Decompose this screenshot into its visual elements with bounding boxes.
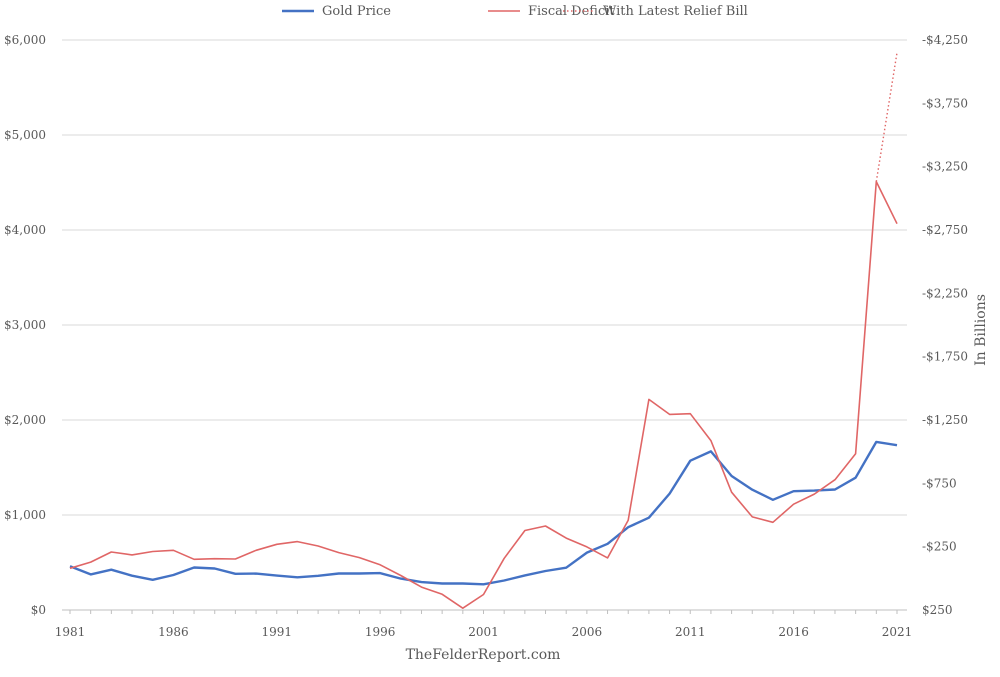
left-y-axis: $0 $1,000 $2,000 $3,000 $4,000 $5,000 $6,000	[4, 33, 46, 617]
source-label: TheFelderReport.com	[406, 647, 561, 663]
x-tick-label: 1981	[55, 625, 86, 639]
left-y-tick-label: $6,000	[4, 33, 46, 47]
x-tick-label: 1991	[261, 625, 292, 639]
right-y-tick-label: $250	[922, 603, 953, 617]
gridlines	[62, 39, 907, 516]
left-y-tick-label: $0	[31, 603, 46, 617]
right-axis-title: In Billions	[973, 294, 989, 366]
right-y-tick-label: -$1,250	[922, 413, 968, 427]
left-y-tick-label: $3,000	[4, 318, 46, 332]
right-y-tick-label: -$4,250	[922, 33, 968, 47]
x-tick-label: 2021	[882, 625, 913, 639]
x-tick-label: 2016	[778, 625, 809, 639]
right-y-tick-label: -$750	[922, 476, 957, 490]
right-y-tick-label: -$3,250	[922, 160, 968, 174]
x-tick-label: 2011	[675, 625, 706, 639]
right-y-tick-label: -$2,250	[922, 286, 968, 300]
right-y-axis: $250 -$250 -$750 -$1,250 -$1,750 -$2,250 -$2,7…	[922, 33, 968, 617]
x-tick-label: 1996	[365, 625, 396, 639]
left-y-tick-label: $4,000	[4, 223, 46, 237]
series-line-with-latest-relief-bill	[875, 52, 898, 182]
x-tick-label: 2006	[572, 625, 603, 639]
left-y-tick-label: $2,000	[4, 413, 46, 427]
legend-label: Gold Price	[322, 4, 391, 19]
x-tick-label: 2001	[468, 625, 499, 639]
left-y-tick-label: $5,000	[4, 128, 46, 142]
right-y-tick-label: -$1,750	[922, 350, 968, 364]
right-y-tick-label: -$250	[922, 540, 957, 554]
series-line-fiscal-deficit	[69, 180, 898, 610]
left-y-tick-label: $1,000	[4, 508, 46, 522]
series-line-gold-price	[69, 440, 898, 586]
right-y-tick-label: -$3,750	[922, 96, 968, 110]
right-y-tick-label: -$2,750	[922, 223, 968, 237]
legend-label: With Latest Relief Bill	[603, 4, 748, 19]
x-axis: 1981 1986 1991 1996 2001 2006 2011 2016 2021	[55, 609, 913, 639]
series-lines	[69, 52, 898, 610]
x-tick-label: 1986	[158, 625, 189, 639]
